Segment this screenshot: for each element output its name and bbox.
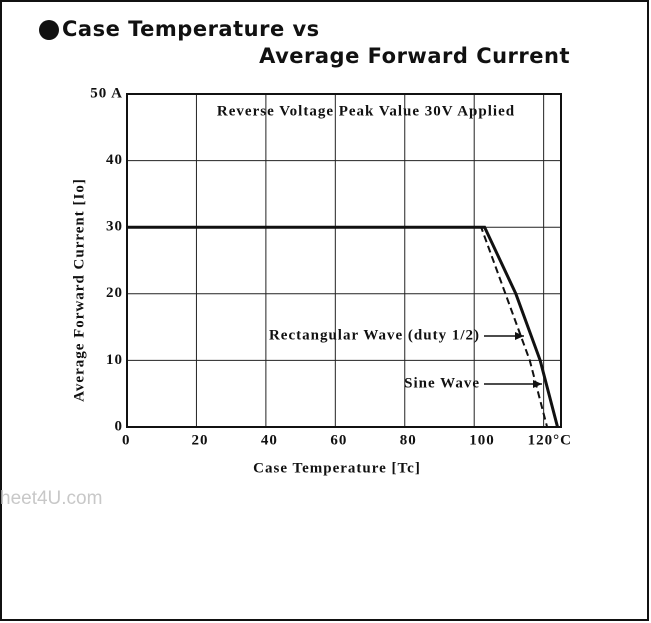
x-tick-label: 40: [261, 432, 278, 448]
legend-arrowhead: [533, 380, 542, 388]
plot-border: [126, 93, 562, 428]
annotation: Reverse Voltage Peak Value 30V Applied: [217, 103, 515, 119]
chart-title: Case Temperature vs: [62, 17, 320, 41]
x-tick-label: 60: [330, 432, 347, 448]
y-axis-label: Average Forward Current [Io]: [71, 178, 87, 402]
x-tick-label: 20: [191, 432, 208, 448]
legend-label: Sine Wave: [404, 375, 480, 391]
legend-label: Rectangular Wave (duty 1/2): [269, 327, 480, 343]
x-tick-label: 0: [122, 432, 131, 448]
x-tick-label: 120°C: [528, 432, 572, 448]
x-axis-label: Case Temperature [Tc]: [253, 460, 421, 476]
y-tick-label: 0: [115, 418, 124, 434]
chart-title: Average Forward Current: [259, 44, 570, 68]
series-line: [127, 225, 559, 428]
y-tick-label: 10: [106, 352, 123, 368]
y-tick-label: 30: [106, 219, 123, 235]
watermark: heet4U.com: [0, 488, 102, 509]
legend-arrowhead: [515, 332, 524, 340]
y-tick-label: 40: [106, 152, 123, 168]
x-tick-label: 80: [400, 432, 417, 448]
x-tick-label: 100: [469, 432, 495, 448]
y-tick-label: 50 A: [90, 85, 123, 101]
y-tick-label: 20: [106, 285, 123, 301]
bullet: [39, 20, 59, 40]
